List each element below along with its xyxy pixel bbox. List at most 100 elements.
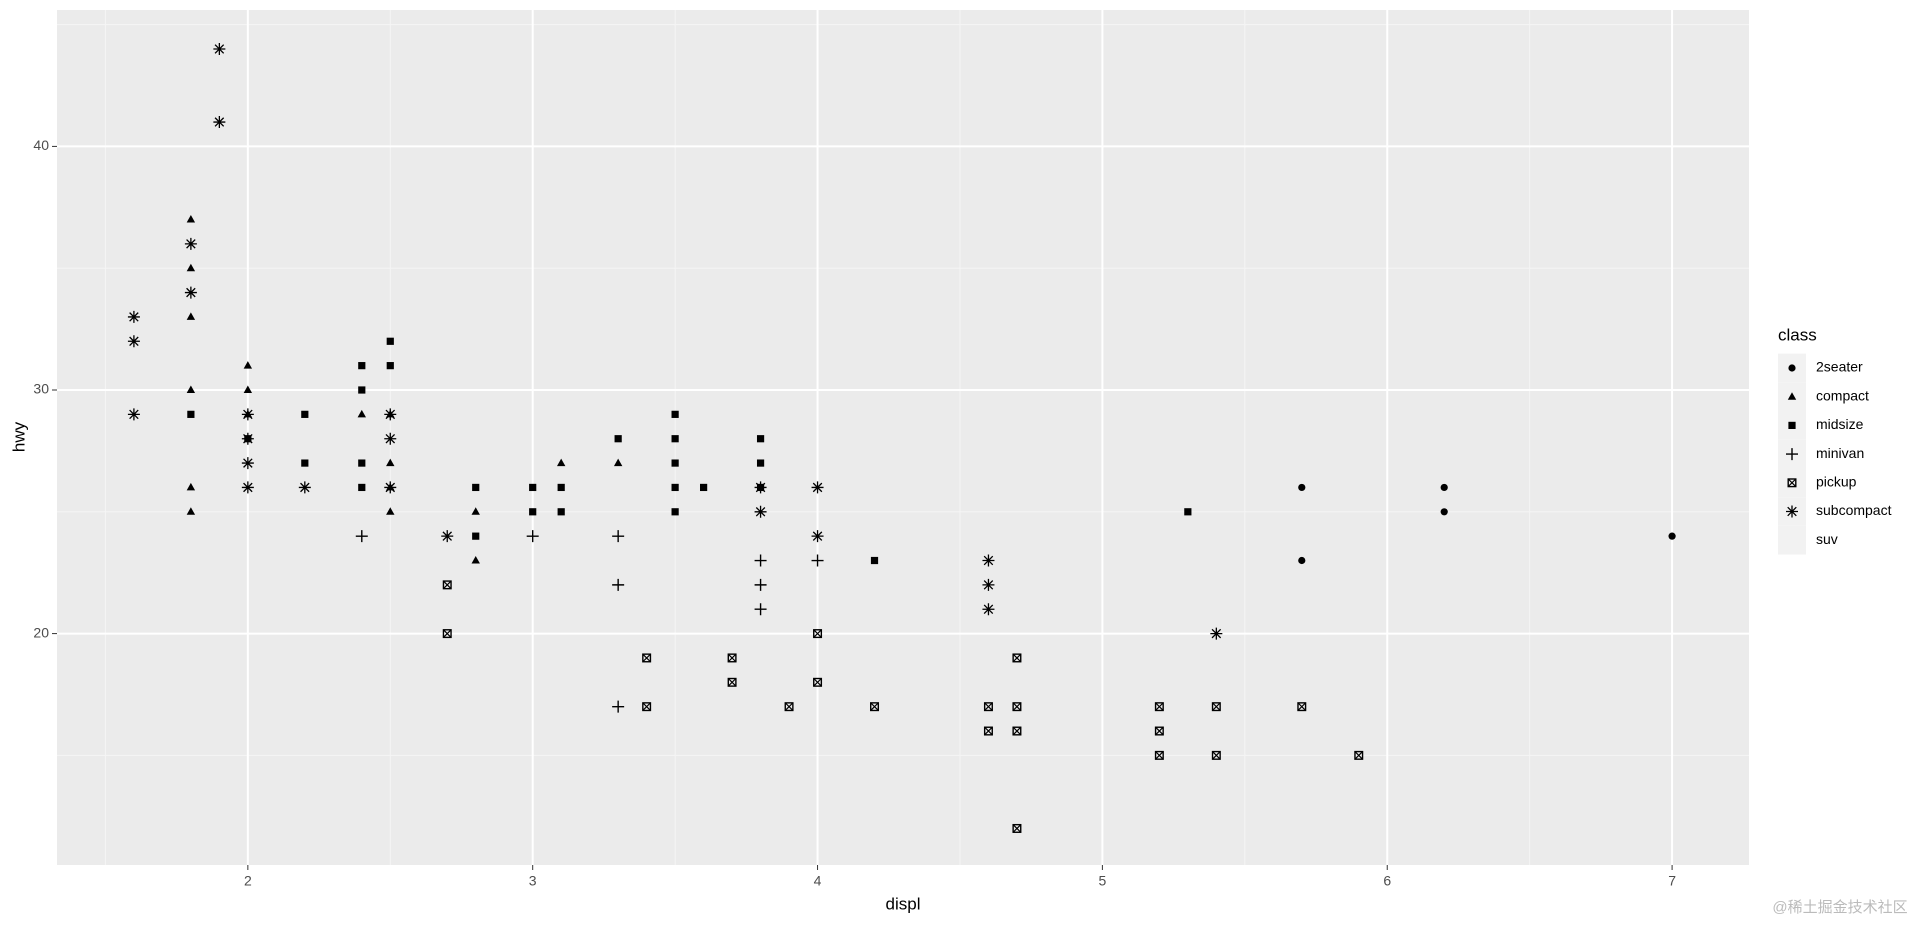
symbol-part (1154, 750, 1164, 760)
point (1012, 702, 1022, 712)
point (727, 677, 737, 687)
point (298, 481, 311, 494)
symbol-part (556, 458, 566, 467)
x-tick-label: 7 (1668, 873, 1676, 889)
legend-label: subcompact (1816, 502, 1892, 518)
point (813, 677, 823, 687)
symbol-part (614, 435, 622, 443)
point (186, 214, 196, 223)
symbol-part (1786, 505, 1798, 518)
symbol-part (671, 459, 679, 467)
symbol-part (1155, 751, 1164, 760)
point (1298, 483, 1306, 492)
symbol-part (642, 702, 652, 712)
symbol-part (642, 653, 652, 663)
point (1012, 823, 1022, 833)
point (671, 435, 679, 443)
legend-label: suv (1816, 531, 1838, 547)
point (614, 435, 622, 443)
point (384, 432, 397, 445)
symbol-part (443, 580, 452, 590)
symbol-part (1212, 751, 1221, 760)
point (671, 459, 679, 467)
legend-key (1778, 525, 1806, 555)
symbol-part (1787, 478, 1797, 488)
point (1184, 508, 1192, 516)
symbol-part (184, 237, 197, 250)
point (983, 702, 993, 712)
symbol-part (386, 337, 394, 345)
symbol-part (811, 530, 824, 543)
point (186, 263, 196, 272)
point (186, 385, 196, 393)
legend-label: minivan (1816, 445, 1864, 461)
symbol-part (186, 214, 196, 223)
symbol-part (642, 653, 651, 663)
symbol-part (243, 385, 253, 393)
symbol-part (1787, 392, 1797, 400)
symbol-part (472, 532, 480, 540)
symbol-part (1155, 702, 1164, 711)
symbol-part (386, 362, 394, 370)
symbol-part (754, 554, 767, 567)
point (754, 554, 767, 567)
symbol-part (1440, 508, 1448, 516)
symbol-part (1154, 726, 1164, 736)
x-axis-label: displ (886, 894, 921, 913)
symbol-part (671, 410, 679, 418)
symbol-part (357, 409, 366, 418)
symbol-part (1297, 702, 1307, 712)
symbol-part (301, 410, 309, 418)
point (784, 702, 794, 712)
symbol-part (1787, 478, 1797, 488)
point (1668, 532, 1676, 540)
symbol-part (870, 556, 879, 565)
point (727, 653, 737, 663)
point (612, 578, 625, 591)
symbol-part (187, 410, 195, 418)
point (1154, 750, 1164, 760)
point (243, 361, 253, 369)
point (1298, 556, 1306, 565)
symbol-part (727, 677, 737, 687)
point (1211, 750, 1221, 760)
point (811, 481, 824, 494)
point (184, 286, 197, 299)
point (813, 629, 823, 639)
point (1440, 508, 1448, 516)
point (982, 603, 995, 616)
symbol-part (613, 458, 623, 467)
point (241, 408, 254, 421)
point (529, 508, 537, 516)
symbol-part (1154, 702, 1164, 712)
symbol-part (727, 678, 737, 687)
symbol-part (612, 578, 625, 591)
point (754, 603, 767, 616)
point (386, 362, 394, 370)
symbol-part (813, 629, 822, 638)
point (870, 556, 879, 565)
point (811, 530, 824, 543)
point (1154, 726, 1164, 736)
symbol-part (984, 726, 993, 736)
point (1440, 483, 1448, 492)
legend-label: 2seater (1816, 359, 1863, 375)
point (472, 532, 480, 540)
point (612, 700, 625, 713)
point (1012, 653, 1022, 663)
symbol-part (1211, 750, 1221, 760)
symbol-part (756, 459, 765, 467)
symbol-part (1668, 532, 1676, 540)
symbol-part (754, 505, 767, 518)
legend-label: midsize (1816, 416, 1864, 432)
legend-symbol (1787, 392, 1797, 400)
symbol-part (127, 408, 140, 421)
symbol-part (1012, 726, 1022, 736)
symbol-part (358, 483, 366, 492)
symbol-part (241, 408, 254, 421)
point (241, 457, 254, 470)
point (642, 702, 652, 712)
point (982, 554, 995, 567)
point (384, 481, 397, 494)
symbol-part (870, 702, 880, 712)
